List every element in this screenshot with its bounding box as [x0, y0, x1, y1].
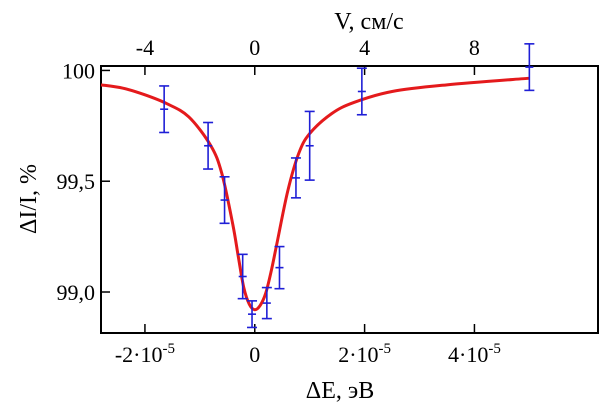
fit-curve — [100, 76, 530, 312]
x-tick-exponent: -5 — [379, 341, 392, 357]
error-bar-point — [159, 85, 170, 134]
x-tick-label: 2·10-5 — [338, 341, 391, 367]
tick-marks — [101, 66, 476, 333]
y-tick-label: 99,0 — [57, 280, 96, 305]
v-tick-label: 4 — [359, 35, 370, 60]
x-axis-title: ΔE, эВ — [306, 378, 374, 404]
x-tick-label: -2·10-5 — [115, 341, 175, 367]
v-tick-label: 8 — [469, 35, 480, 60]
data-points — [159, 43, 535, 329]
error-bar-point — [290, 157, 301, 199]
error-bar-point — [247, 300, 258, 329]
plot-frame — [100, 65, 599, 334]
error-bar-point — [203, 121, 214, 170]
error-bar-point — [304, 110, 315, 181]
error-bar-point — [237, 253, 248, 300]
y-axis-title: ΔI/I, % — [16, 164, 42, 234]
error-bar-point — [261, 286, 272, 320]
x-tick-label: 4·10-5 — [448, 341, 501, 367]
x-tick-exponent: -5 — [163, 341, 176, 357]
error-bar-point — [524, 43, 535, 92]
y-tick-label: 99,5 — [57, 169, 96, 194]
fit-line — [100, 76, 530, 312]
x2-axis-title: V, см/с — [334, 9, 403, 35]
error-bar-point — [356, 67, 367, 116]
x-tick-exponent: -5 — [488, 341, 501, 357]
error-bar-point — [219, 175, 230, 225]
v-tick-label: 0 — [249, 35, 260, 60]
error-bar-point — [274, 245, 285, 290]
v-tick-label: -4 — [136, 35, 154, 60]
y-tick-label: 100 — [62, 58, 95, 83]
x-tick-label: 0 — [249, 342, 260, 367]
